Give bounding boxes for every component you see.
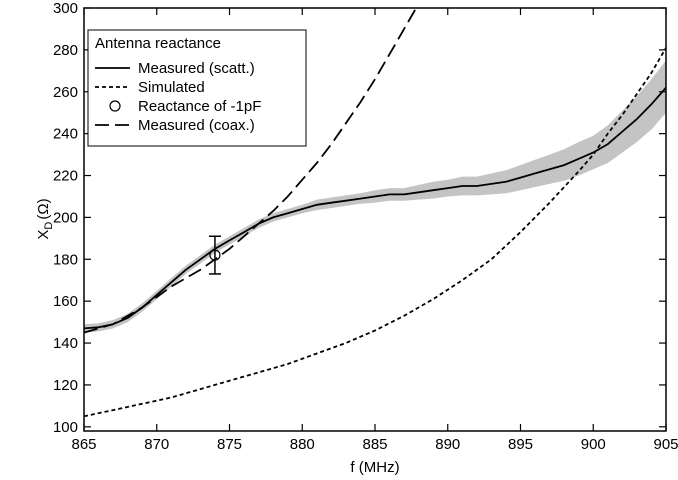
y-tick-label: 120 bbox=[53, 377, 78, 394]
x-tick-label: 875 bbox=[217, 436, 242, 453]
x-axis-ticks: 865 870 875 880 885 890 895 900 905 bbox=[71, 8, 678, 453]
y-tick-label: 240 bbox=[53, 126, 78, 143]
y-tick-label: 140 bbox=[53, 335, 78, 352]
series-line-measured-scatt bbox=[84, 87, 666, 330]
series-line-measured-coax bbox=[84, 8, 418, 334]
x-tick-label: 870 bbox=[144, 436, 169, 453]
legend-box bbox=[87, 29, 307, 147]
y-tick-label: 300 bbox=[53, 0, 78, 17]
x-tick-label: 895 bbox=[508, 436, 533, 453]
legend-entry-measured-coax: Measured (coax.) bbox=[138, 117, 255, 134]
y-axis-ticks: 100 120 140 160 180 200 220 240 260 280 300 bbox=[53, 0, 666, 436]
series-layer bbox=[84, 8, 666, 418]
legend-entry-simulated: Simulated bbox=[138, 79, 205, 96]
x-axis-label: f (MHz) bbox=[350, 459, 399, 476]
y-tick-label: 280 bbox=[53, 42, 78, 59]
legend-title: Antenna reactance bbox=[95, 35, 221, 52]
marker-layer bbox=[208, 235, 221, 275]
y-axis-label-main: X bbox=[35, 230, 52, 240]
y-tick-label: 220 bbox=[53, 168, 78, 185]
legend-entry-measured-scatt: Measured (scatt.) bbox=[138, 60, 255, 77]
series-line-simulated bbox=[84, 47, 666, 418]
legend-swatch-reactance bbox=[109, 100, 121, 112]
x-tick-label: 885 bbox=[362, 436, 387, 453]
x-tick-label: 880 bbox=[290, 436, 315, 453]
legend: Antenna reactance Measured (scatt.) Simu… bbox=[87, 29, 307, 147]
x-tick-label: 905 bbox=[653, 436, 678, 453]
svg-text:XD(Ω): XD (Ω) bbox=[35, 198, 55, 239]
y-tick-label: 100 bbox=[53, 419, 78, 436]
y-tick-label: 160 bbox=[53, 293, 78, 310]
y-axis-label-unit: (Ω) bbox=[35, 198, 52, 219]
y-tick-label: 260 bbox=[53, 84, 78, 101]
reactance-marker bbox=[209, 249, 221, 261]
y-axis-label: XD (Ω) bbox=[35, 198, 55, 239]
y-tick-label: 200 bbox=[53, 209, 78, 226]
y-tick-label: 180 bbox=[53, 251, 78, 268]
x-tick-label: 865 bbox=[71, 436, 96, 453]
legend-entry-reactance: Reactance of -1pF bbox=[138, 98, 261, 115]
x-tick-label: 900 bbox=[581, 436, 606, 453]
x-tick-label: 890 bbox=[435, 436, 460, 453]
y-axis-label-sub: D bbox=[43, 222, 55, 230]
